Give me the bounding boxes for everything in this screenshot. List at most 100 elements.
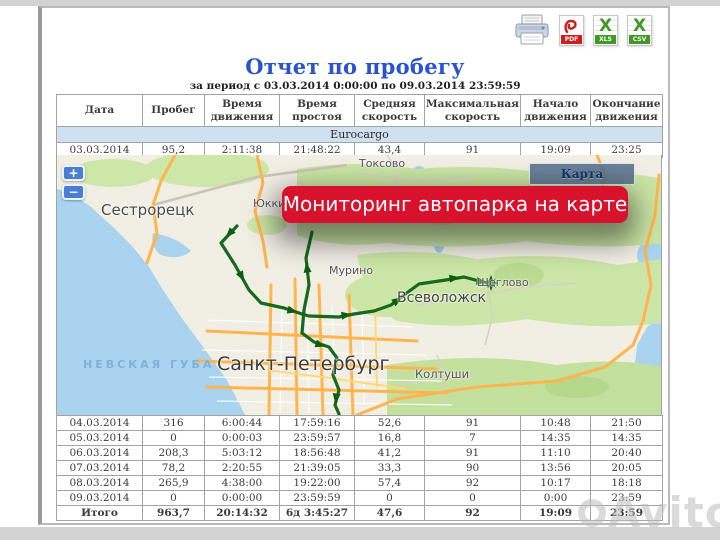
cell: 19:22:00 bbox=[279, 475, 355, 491]
cell: 05.03.2014 bbox=[56, 430, 143, 446]
column-header: Время движения bbox=[204, 93, 280, 128]
cell: 20:40 bbox=[590, 445, 663, 461]
cell: 20:05 bbox=[590, 460, 663, 476]
cell: 2:20:55 bbox=[204, 460, 280, 476]
cell: 41,2 bbox=[354, 445, 425, 461]
column-header: Средняя скорость bbox=[354, 93, 425, 128]
cell: 21:39:05 bbox=[279, 460, 355, 476]
cell: 18:56:48 bbox=[279, 445, 355, 461]
total-row-body: Итого 963,7 20:14:32 6д 3:45:27 47,6 92 19:09 2… bbox=[56, 505, 663, 521]
table-row: 06.03.2014 208,3 5:03:12 18:56:48 41,2 91 11:1… bbox=[56, 445, 663, 461]
cell: 6д 3:45:27 bbox=[279, 505, 355, 521]
route-map[interactable]: Сестрорецк НЕВСКАЯ ГУБА Санкт-Петербург … bbox=[56, 155, 662, 415]
export-xls-button[interactable]: X XLS bbox=[593, 15, 618, 46]
table-row: 08.03.2014 265,9 4:38:00 19:22:00 57,4 92 10:1… bbox=[56, 475, 663, 491]
cell: 4:38:00 bbox=[204, 475, 280, 491]
zoom-in-button[interactable]: + bbox=[62, 165, 85, 181]
print-button[interactable] bbox=[514, 14, 550, 46]
cell: 0 bbox=[354, 490, 425, 506]
cell: 14:35 bbox=[590, 430, 663, 446]
table-row: 04.03.2014 316 6:00:44 17:59:16 52,6 91 10:48 2… bbox=[56, 415, 663, 431]
cell: 316 bbox=[142, 415, 205, 431]
cell: 5:03:12 bbox=[204, 445, 280, 461]
route-arrows bbox=[225, 227, 487, 404]
cell: 0:00:03 bbox=[204, 430, 280, 446]
cell: 47,6 bbox=[354, 505, 425, 521]
cell: 52,6 bbox=[354, 415, 425, 431]
avito-logo-icon bbox=[578, 498, 606, 527]
cell: 6:00:44 bbox=[204, 415, 280, 431]
cell: 21:50 bbox=[590, 415, 663, 431]
column-header: Окончание движения bbox=[590, 93, 663, 128]
promo-banner: Мониторинг автопарка на карте bbox=[282, 186, 628, 223]
vehicle-group-row: Eurocargo bbox=[56, 126, 663, 144]
cell: 7 bbox=[424, 430, 521, 446]
cell: 208,3 bbox=[142, 445, 205, 461]
cell: 04.03.2014 bbox=[56, 415, 143, 431]
cell: 23:25 bbox=[590, 142, 663, 159]
column-header: Время простоя bbox=[279, 93, 355, 128]
cell: 23:59:57 bbox=[279, 430, 355, 446]
map-label-toksovo: Токсово bbox=[359, 157, 406, 170]
cell: 33,3 bbox=[354, 460, 425, 476]
printer-icon bbox=[515, 14, 549, 45]
map-label-sestroretsk: Сестрорецк bbox=[101, 201, 195, 219]
cell: 92 bbox=[424, 475, 521, 491]
xls-x-icon: X bbox=[598, 16, 613, 36]
cell: 06.03.2014 bbox=[56, 445, 143, 461]
cell: 14:35 bbox=[520, 430, 591, 446]
cell: 03.03.2014 bbox=[56, 142, 143, 159]
cell: 10:48 bbox=[520, 415, 591, 431]
column-header: Начало движения bbox=[520, 93, 591, 128]
cell: 92 bbox=[424, 505, 521, 521]
cell: 78,2 bbox=[142, 460, 205, 476]
pdf-label: PDF bbox=[561, 35, 582, 44]
cell: 13:56 bbox=[520, 460, 591, 476]
cell: Итого bbox=[56, 505, 143, 521]
column-header: Дата bbox=[56, 93, 143, 128]
avito-watermark: Avito bbox=[578, 488, 720, 537]
export-toolbar: PDF X XLS X CSV bbox=[514, 14, 652, 46]
xls-label: XLS bbox=[595, 35, 616, 44]
mileage-table-top: Дата Пробег Время движения Время простоя Сре… bbox=[56, 93, 663, 159]
route-end-marker bbox=[484, 275, 498, 291]
cell: 09.03.2014 bbox=[56, 490, 143, 506]
report-page: PDF X XLS X CSV Отчет по пробегу за пери… bbox=[38, 6, 670, 525]
table-row: 07.03.2014 78,2 2:20:55 21:39:05 33,3 90 13:56… bbox=[56, 460, 663, 476]
cell: 16,8 bbox=[354, 430, 425, 446]
cell: 11:10 bbox=[520, 445, 591, 461]
map-label-vsevolozhsk: Всеволожск bbox=[397, 290, 487, 306]
export-pdf-button[interactable]: PDF bbox=[559, 15, 584, 46]
map-label-koltushi: Колтуши bbox=[415, 367, 470, 381]
bottom-border-band bbox=[0, 527, 720, 540]
cell: 20:14:32 bbox=[204, 505, 280, 521]
report-period: за период с 03.03.2014 0:00:00 по 09.03.… bbox=[189, 80, 521, 92]
cell: 963,7 bbox=[142, 505, 205, 521]
pdf-swirl-icon bbox=[564, 19, 577, 34]
cell: 08.03.2014 bbox=[56, 475, 143, 491]
cell: 21:48:22 bbox=[279, 142, 355, 159]
zoom-out-button[interactable]: − bbox=[62, 184, 85, 200]
map-label-saint-petersburg: Санкт-Петербург bbox=[217, 353, 390, 375]
table-row: 05.03.2014 0 0:00:03 23:59:57 16,8 7 14:35 14:3… bbox=[56, 430, 663, 446]
cell: 19:09 bbox=[520, 142, 591, 159]
cell: 91 bbox=[424, 415, 521, 431]
cell: 23:59:59 bbox=[279, 490, 355, 506]
cell: 17:59:16 bbox=[279, 415, 355, 431]
map-type-button[interactable]: Карта bbox=[529, 163, 635, 185]
map-label-murino: Мурино bbox=[329, 264, 374, 277]
cell: 91 bbox=[424, 445, 521, 461]
mileage-table-bottom: 04.03.2014 316 6:00:44 17:59:16 52,6 91 10:48 2… bbox=[56, 415, 663, 521]
cell: 0 bbox=[142, 430, 205, 446]
csv-label: CSV bbox=[629, 35, 650, 44]
map-label-sheglovo: Щеглово bbox=[477, 276, 529, 289]
cell: 23:59 bbox=[590, 505, 663, 521]
top-border-band bbox=[0, 0, 720, 6]
cell: 0:00 bbox=[520, 490, 591, 506]
cell: 90 bbox=[424, 460, 521, 476]
map-label-nevskaya-guba: НЕВСКАЯ ГУБА bbox=[83, 358, 215, 371]
export-csv-button[interactable]: X CSV bbox=[627, 15, 652, 46]
cell: 0 bbox=[142, 490, 205, 506]
map-label-yukki: Юкки bbox=[253, 197, 286, 210]
cell: 10:17 bbox=[520, 475, 591, 491]
